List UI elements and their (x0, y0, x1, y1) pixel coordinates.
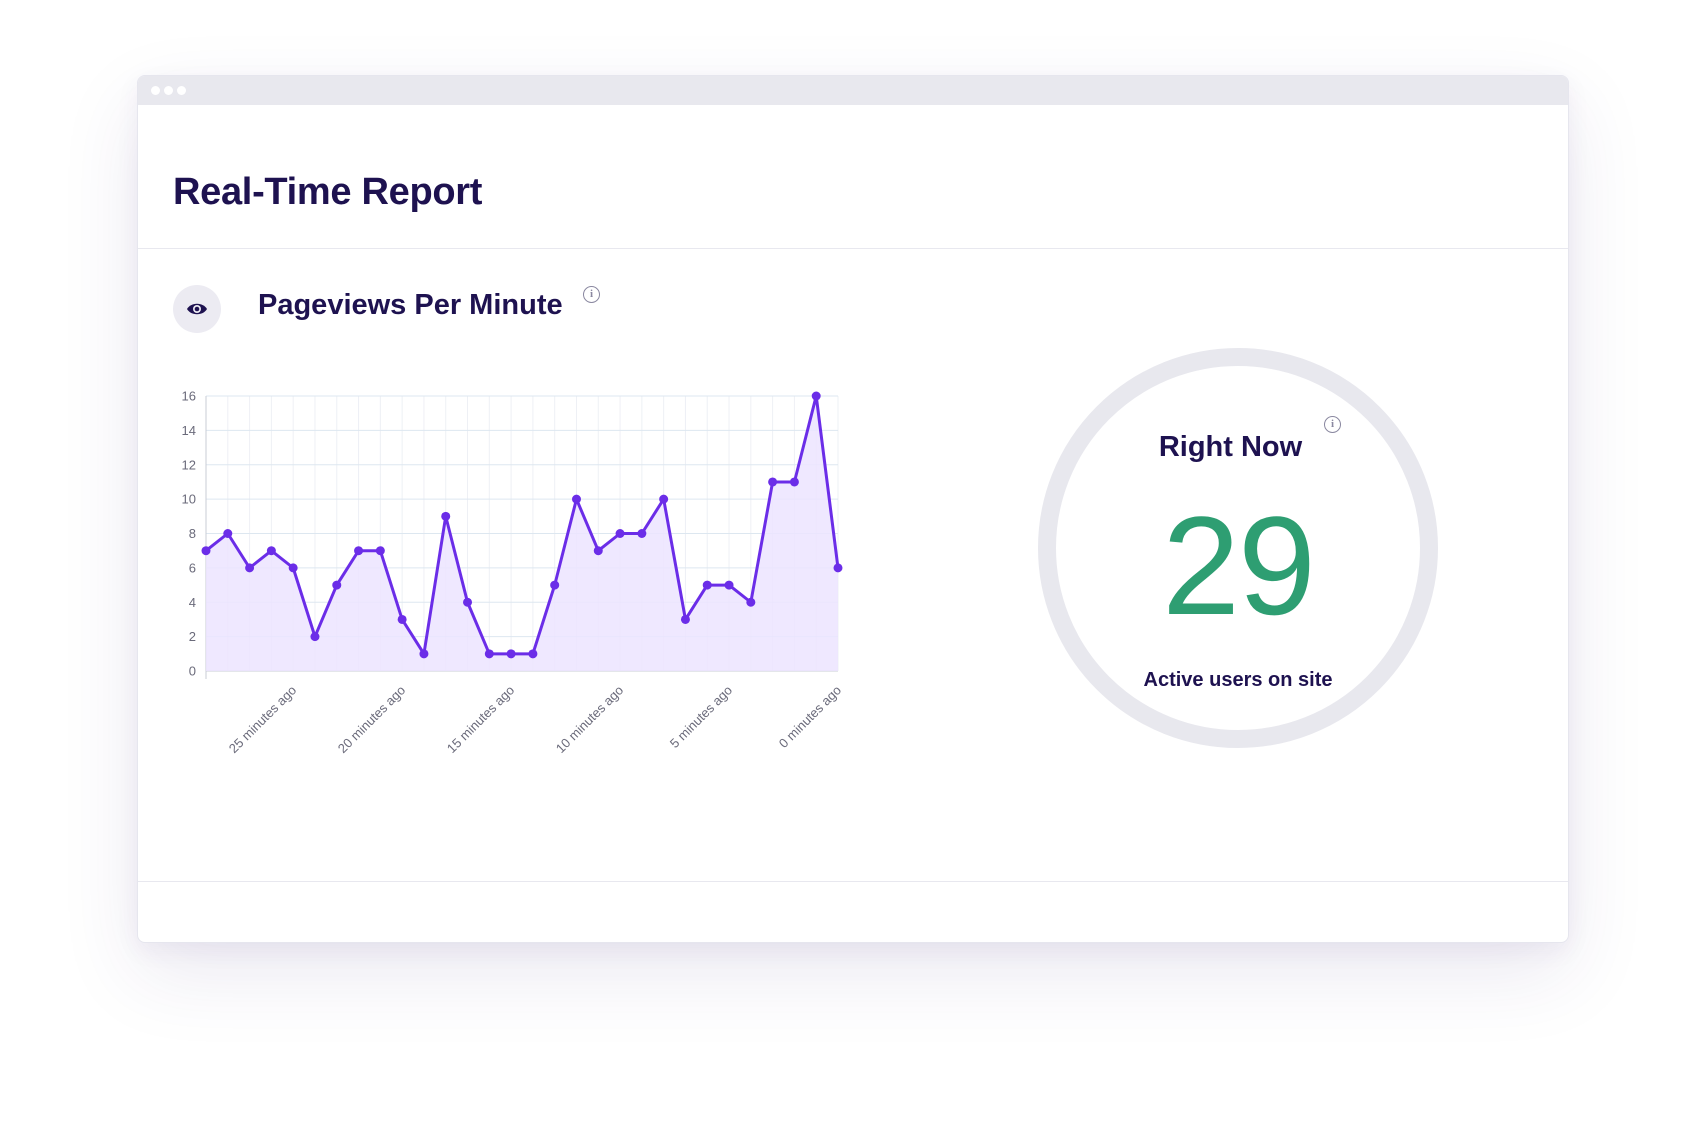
data-point (833, 563, 843, 573)
data-point (593, 546, 603, 556)
report-header: Real-Time Report (138, 105, 1568, 249)
data-point (724, 580, 734, 590)
data-point (506, 649, 516, 659)
data-point (571, 494, 581, 504)
data-point (484, 649, 494, 659)
eye-icon (173, 285, 221, 333)
right-now-title: Right Now (1158, 431, 1303, 463)
y-tick-label: 16 (182, 389, 196, 404)
y-tick-label: 14 (182, 423, 196, 438)
pageviews-info-icon[interactable]: i (583, 286, 600, 303)
y-tick-label: 10 (182, 492, 196, 507)
data-point (746, 597, 756, 607)
active-users-label: Active users on site (1143, 669, 1333, 691)
y-tick-label: 4 (189, 595, 196, 610)
x-tick-label: 5 minutes ago (667, 683, 735, 751)
data-point (223, 529, 233, 538)
data-point (332, 580, 342, 590)
data-point (354, 546, 364, 556)
pageviews-chart: 0 2 4 6 8 10 12 14 16 25 minutes ago 20 minutes ag… (182, 389, 845, 756)
footer-divider (138, 881, 1568, 882)
right-now-info-icon[interactable]: i (1324, 416, 1341, 433)
data-point (680, 614, 690, 624)
data-point (266, 546, 276, 556)
data-point (789, 477, 799, 487)
data-point (528, 649, 538, 659)
x-tick-label: 10 minutes ago (553, 683, 626, 756)
data-point (550, 580, 560, 590)
data-point (245, 563, 255, 573)
data-point (201, 546, 211, 556)
window-dot-3[interactable] (177, 86, 186, 95)
y-tick-label: 12 (182, 457, 196, 472)
y-tick-label: 6 (189, 560, 196, 575)
data-point (310, 632, 320, 642)
active-users-count: 29 (1162, 487, 1316, 644)
data-point (615, 529, 625, 538)
series-line (205, 394, 840, 656)
window-dot-1[interactable] (151, 86, 160, 95)
data-point (659, 494, 669, 504)
y-tick-label: 2 (189, 629, 196, 644)
x-tick-label: 20 minutes ago (335, 683, 408, 756)
data-point (441, 511, 451, 521)
data-point (419, 649, 429, 659)
data-point (288, 563, 298, 573)
window-titlebar (138, 76, 1568, 105)
page-title: Real-Time Report (173, 171, 483, 213)
x-tick-label: 0 minutes ago (776, 683, 844, 751)
pageviews-title: Pageviews Per Minute (258, 289, 563, 321)
series-area (206, 396, 838, 671)
data-point (702, 580, 712, 590)
y-tick-label: 0 (189, 664, 196, 679)
data-point (397, 614, 407, 624)
y-tick-label: 8 (189, 526, 196, 541)
data-point (375, 546, 385, 556)
x-tick-label: 15 minutes ago (444, 683, 517, 756)
data-point (463, 597, 473, 607)
data-point (811, 391, 821, 401)
window-dot-2[interactable] (164, 86, 173, 95)
report-window: Real-Time Report Pageviews Per Minute i … (137, 75, 1569, 943)
data-point (768, 477, 778, 487)
x-tick-label: 25 minutes ago (226, 683, 299, 756)
data-point (637, 529, 647, 538)
